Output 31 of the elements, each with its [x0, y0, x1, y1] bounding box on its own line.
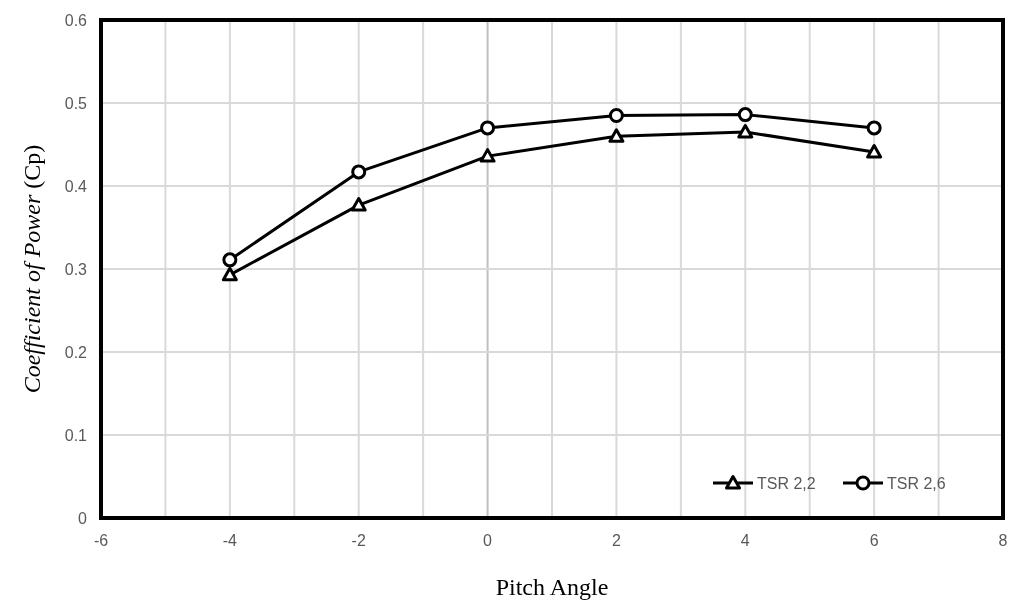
x-tick-label: 2 [611, 532, 621, 549]
legend-label: TSR 2,2 [757, 475, 816, 492]
point [866, 120, 882, 136]
x-tick-label: 6 [869, 532, 879, 549]
legend-label: TSR 2,6 [887, 475, 946, 492]
x-tick-label: -2 [351, 532, 366, 549]
x-tick-label: -6 [93, 532, 109, 549]
point [866, 143, 883, 159]
point [608, 107, 624, 123]
point [737, 107, 753, 123]
point [479, 148, 496, 163]
point [608, 128, 625, 143]
point [737, 124, 754, 139]
x-tick-label: 8 [998, 532, 1008, 549]
x-axis-title: Pitch Angle [495, 574, 609, 600]
x-tick-label: 4 [740, 532, 750, 549]
point [222, 252, 238, 268]
y-tick-label: 0.2 [64, 344, 88, 361]
point [350, 197, 367, 212]
y-axis-title: Coefficient of Power (Cp) [19, 144, 45, 394]
y-tick-label: 0.4 [64, 178, 88, 195]
y-tick-label: 0 [78, 510, 88, 527]
y-tick-label: 0.3 [64, 261, 88, 278]
y-tick-label: 0.6 [64, 12, 88, 29]
x-tick-label: 0 [483, 532, 493, 549]
x-tick-label: -4 [222, 532, 238, 549]
point [221, 266, 238, 282]
y-tick-label: 0.1 [64, 427, 88, 444]
point [480, 120, 496, 136]
y-tick-label: 0.5 [64, 95, 88, 112]
point [351, 164, 367, 180]
